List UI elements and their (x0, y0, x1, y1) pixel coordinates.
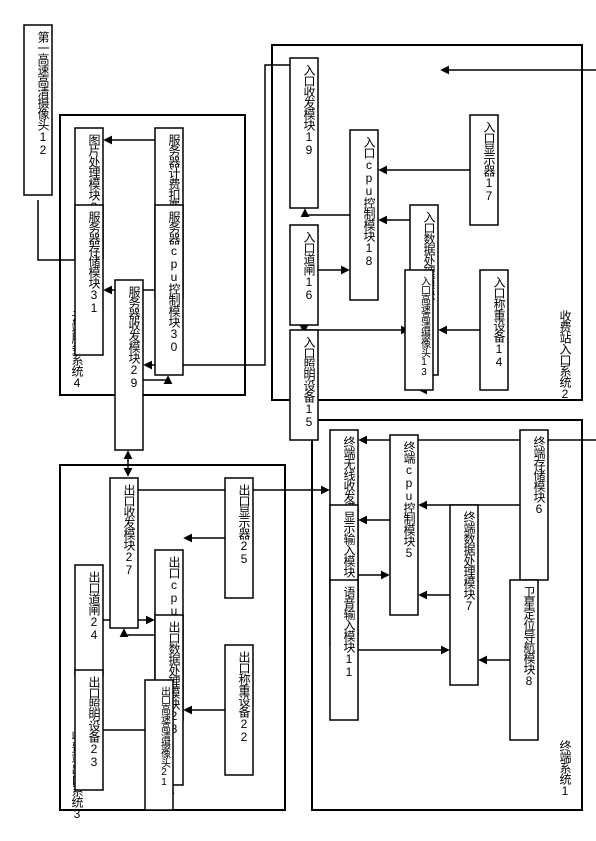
system-diagram: 终端系统1收费站入口系统2收费站出口系统3云端服务系统4第一高速高清摄像头12入… (10, 10, 596, 831)
box-label-b19: 入口收发模块19 (302, 64, 316, 156)
container-label-c2: 收费站入口系统2 (558, 310, 572, 400)
box-label-b25: 出口显示器25 (237, 484, 251, 565)
box-label-b12: 第一高速高清摄像头12 (36, 31, 50, 156)
container-label-c1: 终端系统1 (558, 739, 572, 797)
box-label-b11: 语音输入模块11 (342, 586, 356, 678)
connection-5 (304, 330, 408, 332)
box-label-b30: 服务器cpu控制模块30 (167, 211, 181, 353)
box-label-b27: 出口收发模块27 (122, 484, 136, 576)
box-label-b16: 入口道闸16 (302, 231, 316, 301)
box-label-b24: 出口道闸24 (87, 571, 101, 641)
box-label-b17: 入口显示器17 (482, 121, 496, 202)
box-label-b5: 终端cpu控制模块5 (402, 440, 416, 559)
box-label-b8: 卫星定位导航模块8 (522, 586, 536, 687)
box-label-b31: 服务器存储模块31 (87, 211, 101, 314)
box-label-b21: 出口高速高清摄像头21 (159, 685, 171, 787)
box-label-b22: 出口称重设备22 (237, 651, 251, 743)
box-label-b18: 入口cpu控制模块18 (362, 136, 376, 267)
box-label-b29: 服务器收发模块29 (127, 286, 141, 389)
box-label-b7: 终端数据处理模块7 (462, 510, 476, 612)
box-label-b13: 入口高速高清摄像头13 (419, 276, 431, 377)
box-label-b6: 终端存储模块6 (532, 435, 546, 515)
box-label-b23: 出口照明设备23 (87, 676, 101, 768)
box-label-b15: 入口照明设备15 (302, 336, 316, 428)
box-label-b14: 入口称重设备14 (492, 276, 506, 368)
